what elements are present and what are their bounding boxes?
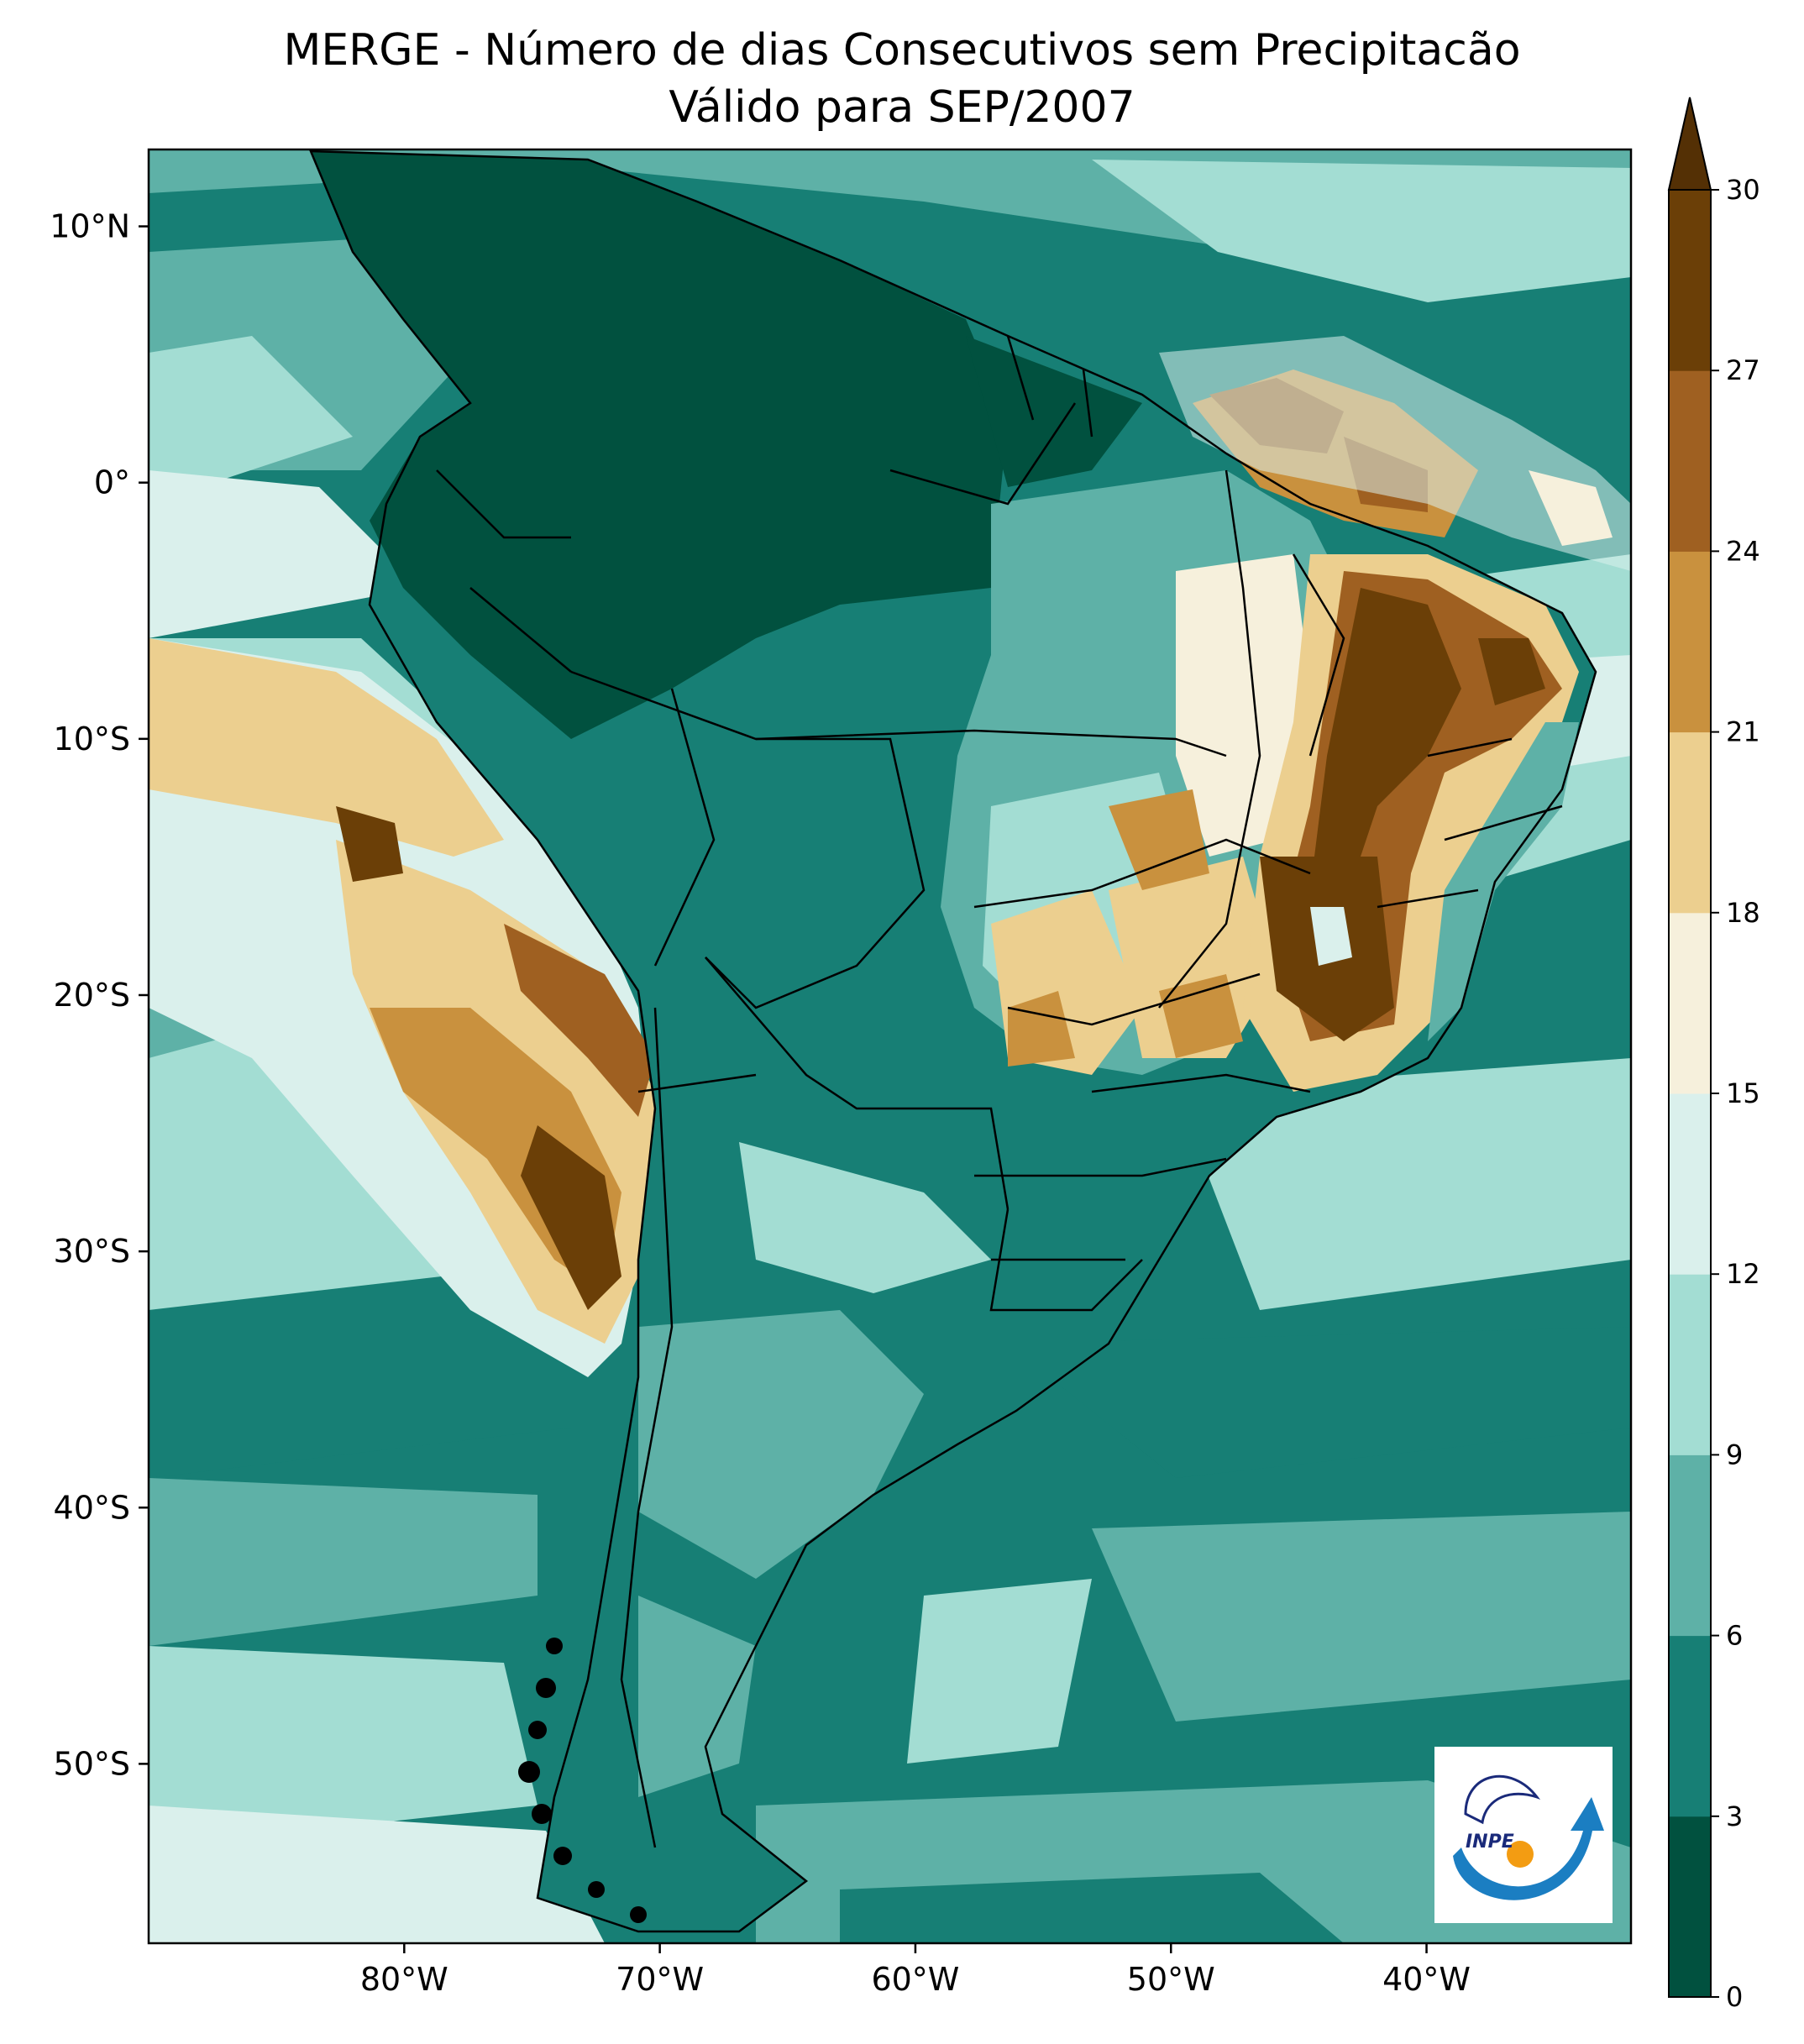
y-tick-label: 40°S <box>54 1489 130 1526</box>
colorbar-label: 15 <box>1726 1077 1760 1109</box>
colorbar-segment <box>1669 1093 1711 1275</box>
colorbar-segment <box>1669 370 1711 552</box>
map-subtitle: Válido para SEP/2007 <box>669 82 1135 133</box>
colorbar-segment <box>1669 1635 1711 1817</box>
map-frame <box>147 148 1633 1945</box>
south-america-land <box>311 151 1596 1931</box>
atlantic-dry-zone <box>1159 336 1631 571</box>
colorbar: 0 3 6 9 12 15 18 21 24 27 30 <box>1667 97 1760 2013</box>
map-title: MERGE - Número de dias Consecutivos sem … <box>283 25 1521 76</box>
colorbar-segment <box>1669 731 1711 914</box>
x-tick-label: 40°W <box>1382 1961 1471 1998</box>
y-tick-label: 50°S <box>54 1745 130 1782</box>
colorbar-label: 24 <box>1726 535 1760 567</box>
colorbar-label: 27 <box>1726 354 1760 386</box>
x-tick-label: 70°W <box>616 1961 704 1998</box>
colorbar-segment <box>1669 1454 1711 1637</box>
colorbar-segment <box>1669 1274 1711 1455</box>
colorbar-label: 12 <box>1726 1258 1760 1290</box>
country-borders <box>309 149 1597 1933</box>
colorbar-label: 21 <box>1726 716 1760 748</box>
logo-sun-icon <box>1507 1841 1534 1868</box>
colorbar-segment <box>1669 190 1711 371</box>
colorbar-label: 0 <box>1726 1981 1743 2013</box>
colorbar-extend-arrow <box>1667 97 1712 191</box>
colorbar-label: 6 <box>1726 1620 1743 1652</box>
logo-arrow-icon <box>1453 1797 1604 1900</box>
colorbar-label: 30 <box>1726 174 1760 206</box>
x-tick-label: 60°W <box>871 1961 959 1998</box>
colorbar-label: 3 <box>1726 1800 1743 1832</box>
colorbar-segment <box>1669 551 1711 733</box>
y-tick-label: 20°S <box>54 977 130 1014</box>
colorbar-label: 9 <box>1726 1439 1743 1470</box>
x-tick-label: 80°W <box>360 1961 448 1998</box>
y-tick-label: 10°N <box>50 208 130 245</box>
colorbar-label: 18 <box>1726 897 1760 929</box>
inpe-logo: INPE <box>1434 1747 1613 1923</box>
logo-text: INPE <box>1466 1832 1514 1853</box>
latitude-axis: 10°N 0° 10°S 20°S 30°S 40°S 50°S <box>50 208 149 1782</box>
logo-orbit-icon <box>1464 1774 1541 1825</box>
y-tick-label: 0° <box>94 464 130 501</box>
longitude-axis: 80°W 70°W 60°W 50°W 40°W <box>360 1943 1471 1998</box>
x-tick-label: 50°W <box>1127 1961 1215 1998</box>
y-tick-label: 30°S <box>54 1233 130 1270</box>
colorbar-segment <box>1669 1816 1711 1998</box>
map-area <box>149 149 1631 1943</box>
colorbar-segment <box>1669 912 1711 1094</box>
patagonia-islands <box>518 1638 647 1923</box>
y-tick-label: 10°S <box>54 721 130 757</box>
